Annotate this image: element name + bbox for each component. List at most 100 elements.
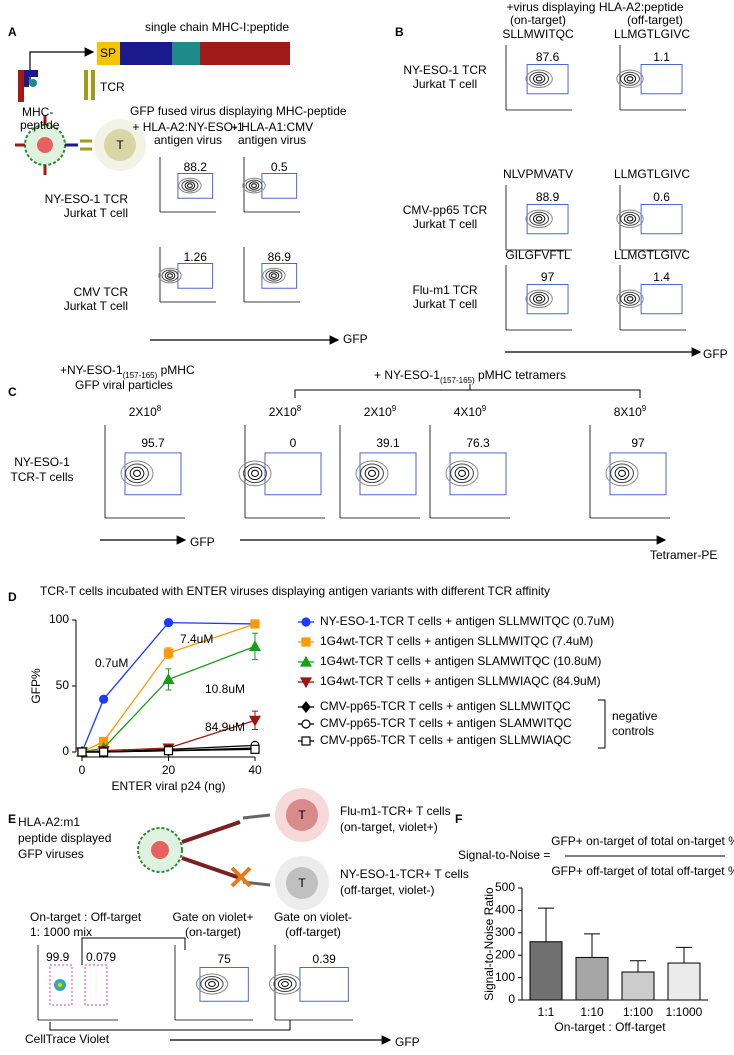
cell-population: [454, 466, 470, 481]
label: GFP fused virus displaying MHC-peptide: [130, 104, 347, 118]
label: (on-target): [510, 13, 566, 27]
legend-marker: [301, 701, 311, 713]
annotation: 84.9uM: [205, 720, 245, 734]
x-tick-label: 1:10: [580, 1005, 604, 1019]
panel-label: C: [8, 385, 17, 399]
label: Jurkat T cell: [64, 206, 128, 220]
label: Flu-m1-TCR+ T cells: [340, 804, 451, 818]
gate: [299, 967, 349, 1002]
y-tick-label: 100: [49, 612, 69, 626]
cell-population: [187, 183, 193, 188]
legend-marker: [301, 617, 311, 627]
panel-label: F: [455, 812, 462, 826]
data-point: [77, 747, 87, 757]
label: GILGFVFTL: [505, 248, 571, 262]
cell-population: [164, 271, 176, 280]
gate: [609, 452, 667, 496]
cell-population: [535, 216, 543, 222]
cell-population: [623, 213, 637, 224]
gate: [124, 452, 182, 496]
legend-label: NY-ESO-1-TCR T cells + antigen SLLMWITQC…: [320, 614, 614, 628]
label: GFP viruses: [18, 847, 84, 861]
cell-population: [195, 973, 229, 995]
cell-population: [277, 978, 293, 990]
label: 2X109: [364, 404, 397, 420]
legend-marker: [301, 719, 311, 729]
gate-value: 39.1: [376, 436, 400, 450]
legend-label: 1G4wt-TCR T cells + antigen SLAMWITQC (1…: [320, 654, 601, 668]
x-axis-label: On-target : Off-target: [554, 1020, 666, 1034]
text-part: + NY-ESO-1: [374, 368, 440, 382]
cell-population: [626, 216, 634, 222]
y-tick-label: 300: [495, 925, 515, 939]
error-bar: [538, 907, 554, 942]
cell-population: [355, 460, 389, 487]
label: Flu-m1 TCR: [412, 283, 477, 297]
data-point: [248, 715, 262, 727]
gate-value: 1.26: [184, 250, 208, 264]
label: CMV TCR: [74, 285, 129, 299]
series-line: [81, 623, 256, 753]
gate: [177, 173, 214, 199]
text-part: (157-165): [123, 371, 158, 380]
x-tick-label: 1:1: [538, 1005, 555, 1019]
label: 2X108: [269, 404, 302, 420]
data-point: [163, 618, 174, 628]
label: (on-target, violet+): [340, 820, 438, 834]
cell-population: [620, 211, 640, 226]
cell-population: [120, 460, 154, 487]
cell-population: [618, 469, 626, 477]
label: NLVPMVATV: [503, 167, 573, 181]
legend-label: 1G4wt-TCR T cells + antigen SLLMWIAQC (8…: [320, 674, 601, 688]
legend-note: negative: [612, 709, 658, 723]
series-line: [81, 621, 256, 753]
gate-value: 1.4: [653, 270, 670, 284]
gate: [449, 452, 507, 496]
cell-population: [616, 289, 644, 308]
gate: [359, 452, 417, 496]
label: + HLA-A2:NY-ESO-1: [132, 120, 244, 134]
error-bar: [630, 960, 646, 972]
bracket: [294, 389, 641, 398]
panel-label: E: [8, 812, 16, 826]
virus-icon: [15, 115, 146, 175]
y-tick-label: 0: [62, 744, 69, 758]
cell-population: [535, 296, 543, 302]
cell-population: [129, 466, 145, 481]
legend-marker: [299, 677, 313, 689]
label: GFP: [190, 535, 215, 549]
cell-population: [529, 291, 550, 306]
label: MHC-: [22, 105, 53, 119]
text-part: 4X10: [454, 405, 482, 419]
label: antigen virus: [238, 133, 306, 147]
cell-population: [525, 69, 553, 88]
label: 8X109: [614, 404, 647, 420]
label: GFP: [395, 1035, 420, 1049]
gate: [640, 204, 683, 235]
label: GFP: [343, 332, 368, 346]
connector: [81, 937, 186, 965]
error-bar: [584, 933, 600, 958]
label: HLA-A2:m1: [18, 815, 80, 829]
gate: [640, 64, 683, 95]
virus-icon-e: [137, 788, 329, 910]
label: T: [116, 138, 124, 152]
gate: [526, 64, 569, 95]
x-tick-label: 1:100: [623, 1005, 653, 1019]
label: (on-target): [185, 925, 241, 939]
cell-population: [204, 978, 220, 990]
chart-title: TCR-T cells incubated with ENTER viruses…: [40, 584, 550, 598]
cell-population: [208, 981, 216, 987]
label: GFP: [703, 347, 728, 361]
cell-population: [620, 291, 640, 306]
cell-population: [626, 296, 634, 302]
cell-population: [133, 469, 141, 477]
text-part: 9: [392, 404, 397, 413]
gate-value: 0.079: [86, 950, 116, 964]
cell-population: [623, 73, 637, 84]
panel-label: D: [8, 590, 17, 604]
gate-value: 0: [290, 436, 297, 450]
legend-label: CMV-pp65-TCR T cells + antigen SLLMWIAQC: [320, 733, 572, 747]
text-part: (157-165): [440, 376, 475, 385]
connector: [49, 1020, 291, 1031]
